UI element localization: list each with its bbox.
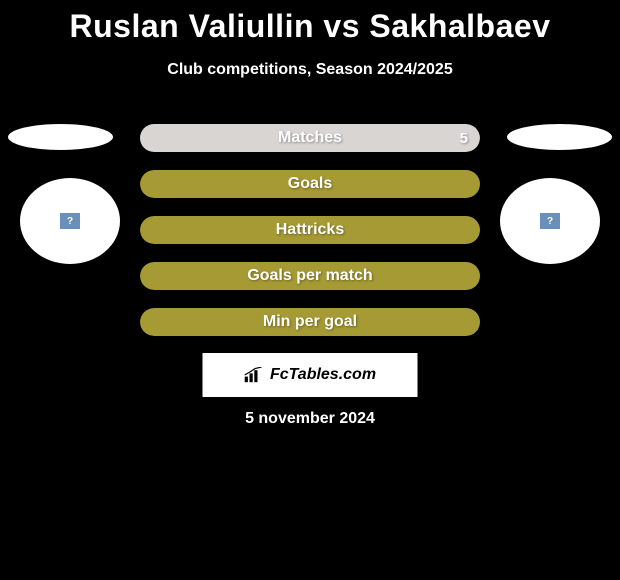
subtitle: Club competitions, Season 2024/2025: [0, 61, 620, 79]
brand-text: FcTables.com: [270, 366, 376, 384]
club-badge-right: ?: [500, 178, 600, 264]
stat-row: Min per goal: [140, 308, 480, 336]
stat-row: Goals per match: [140, 262, 480, 290]
player-avatar-right: [507, 124, 612, 150]
player-avatar-left: [8, 124, 113, 150]
stat-label: Matches: [140, 124, 480, 152]
stat-label: Goals: [140, 170, 480, 198]
stats-container: Matches5 Goals Hattricks Goals per match Min…: [140, 124, 480, 354]
stat-value-right: 5: [460, 124, 468, 152]
chart-icon: [244, 367, 264, 383]
stat-row: Matches5: [140, 124, 480, 152]
stat-label: Goals per match: [140, 262, 480, 290]
club-placeholder-icon: ?: [540, 213, 560, 229]
stat-row: Goals: [140, 170, 480, 198]
stat-label: Min per goal: [140, 308, 480, 336]
generated-date: 5 november 2024: [0, 410, 620, 428]
club-placeholder-icon: ?: [60, 213, 80, 229]
brand-logo: FcTables.com: [203, 353, 418, 397]
page-title: Ruslan Valiullin vs Sakhalbaev: [0, 0, 620, 45]
stat-label: Hattricks: [140, 216, 480, 244]
club-badge-left: ?: [20, 178, 120, 264]
stat-row: Hattricks: [140, 216, 480, 244]
